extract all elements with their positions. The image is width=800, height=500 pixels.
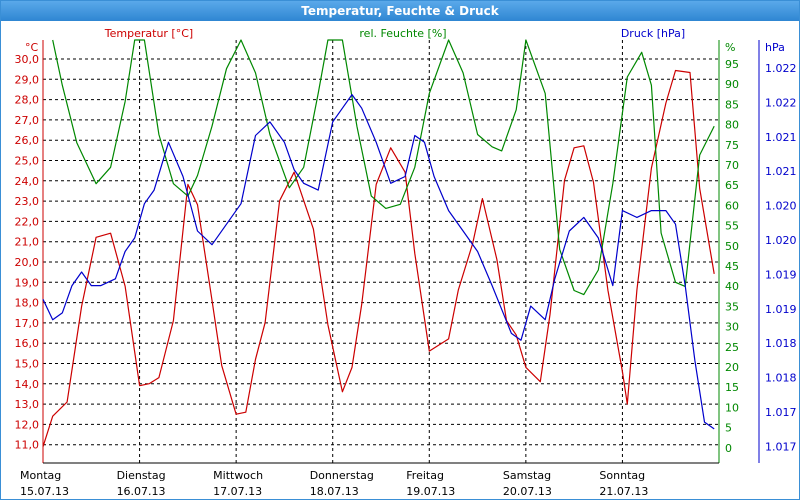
temperature-tick-label: 26,0 bbox=[15, 134, 40, 147]
x-tick-weekday: Donnerstag bbox=[310, 469, 374, 482]
humidity-tick-label: 65 bbox=[725, 179, 739, 192]
temperature-tick-label: 30,0 bbox=[15, 53, 40, 66]
x-axis-day-labels: Montag 15.07.13 Dienstag 16.07.13 Mittwoch 17… bbox=[20, 469, 648, 498]
pressure-tick-label: 1.019 bbox=[765, 268, 797, 281]
humidity-tick-label: 60 bbox=[725, 199, 739, 212]
x-tick-weekday: Sonntag bbox=[599, 469, 645, 482]
humidity-tick-label: 90 bbox=[725, 78, 739, 91]
humidity-axis-title: rel. Feuchte [%] bbox=[359, 27, 446, 40]
humidity-tick-label: 35 bbox=[725, 300, 739, 313]
x-tick-weekday: Freitag bbox=[406, 469, 444, 482]
pressure-series-line bbox=[42, 93, 715, 430]
x-tick-date: 20.07.13 bbox=[503, 485, 552, 498]
pressure-tick-label: 1.019 bbox=[765, 303, 797, 316]
temperature-series-line bbox=[42, 69, 715, 447]
temperature-tick-label: 29,0 bbox=[15, 73, 40, 86]
pressure-tick-label: 1.018 bbox=[765, 372, 797, 385]
humidity-tick-label: 75 bbox=[725, 139, 739, 152]
x-tick-weekday: Samstag bbox=[503, 469, 551, 482]
humidity-tick-label: 5 bbox=[725, 422, 732, 435]
humidity-tick-label: 20 bbox=[725, 361, 739, 374]
pressure-axis-title: Druck [hPa] bbox=[621, 27, 685, 40]
humidity-tick-label: 55 bbox=[725, 220, 739, 233]
pressure-tick-label: 1.018 bbox=[765, 337, 797, 350]
x-tick-date: 17.07.13 bbox=[213, 485, 262, 498]
x-tick-weekday: Mittwoch bbox=[213, 469, 263, 482]
pressure-tick-label: 1.017 bbox=[765, 440, 797, 453]
temperature-axis-ticks: 30,0 29,0 28,0 27,0 26,0 25,0 24,0 23,0 22,0 21,0… bbox=[15, 53, 40, 452]
humidity-tick-label: 80 bbox=[725, 119, 739, 132]
humidity-tick-label: 45 bbox=[725, 260, 739, 273]
x-tick-date: 21.07.13 bbox=[599, 485, 648, 498]
x-tick-date: 18.07.13 bbox=[310, 485, 359, 498]
x-tick-weekday: Montag bbox=[20, 469, 61, 482]
axis-lines bbox=[42, 40, 760, 464]
humidity-tick-label: 70 bbox=[725, 159, 739, 172]
temperature-tick-label: 19,0 bbox=[15, 276, 40, 289]
pressure-unit-label: hPa bbox=[765, 41, 785, 54]
humidity-tick-label: 95 bbox=[725, 58, 739, 71]
pressure-tick-label: 1.022 bbox=[765, 62, 797, 75]
humidity-tick-label: 10 bbox=[725, 401, 739, 414]
temperature-tick-label: 20,0 bbox=[15, 256, 40, 269]
temperature-tick-label: 14,0 bbox=[15, 378, 40, 391]
temperature-tick-label: 17,0 bbox=[15, 317, 40, 330]
temperature-tick-label: 25,0 bbox=[15, 155, 40, 168]
x-tick-weekday: Dienstag bbox=[117, 469, 166, 482]
humidity-unit-label: % bbox=[725, 41, 735, 54]
x-tick-date: 19.07.13 bbox=[406, 485, 455, 498]
pressure-tick-label: 1.017 bbox=[765, 406, 797, 419]
humidity-tick-label: 0 bbox=[725, 442, 732, 455]
temperature-tick-label: 18,0 bbox=[15, 297, 40, 310]
pressure-tick-label: 1.022 bbox=[765, 96, 797, 109]
x-tick-date: 16.07.13 bbox=[117, 485, 166, 498]
temperature-tick-label: 28,0 bbox=[15, 94, 40, 107]
humidity-tick-label: 85 bbox=[725, 98, 739, 111]
humidity-tick-label: 25 bbox=[725, 341, 739, 354]
temperature-tick-label: 21,0 bbox=[15, 236, 40, 249]
temperature-unit-label: °C bbox=[25, 41, 39, 54]
temperature-tick-label: 23,0 bbox=[15, 195, 40, 208]
humidity-tick-label: 15 bbox=[725, 381, 739, 394]
humidity-tick-label: 30 bbox=[725, 321, 739, 334]
pressure-axis-ticks: 1.022 1.022 1.021 1.021 1.020 1.020 1.019 1.019… bbox=[765, 62, 797, 453]
humidity-tick-label: 50 bbox=[725, 240, 739, 253]
pressure-tick-label: 1.021 bbox=[765, 131, 797, 144]
axis-headers: °C% hPa Temperatur [°C] rel. Feuchte [%] Dru… bbox=[25, 27, 785, 54]
humidity-series-line bbox=[52, 39, 715, 296]
temperature-tick-label: 24,0 bbox=[15, 175, 40, 188]
temperature-tick-label: 12,0 bbox=[15, 418, 40, 431]
data-series bbox=[42, 39, 715, 447]
temperature-tick-label: 15,0 bbox=[15, 358, 40, 371]
temperature-tick-label: 27,0 bbox=[15, 114, 40, 127]
pressure-tick-label: 1.020 bbox=[765, 234, 797, 247]
temperature-tick-label: 22,0 bbox=[15, 215, 40, 228]
temperature-tick-label: 13,0 bbox=[15, 398, 40, 411]
pressure-tick-label: 1.020 bbox=[765, 200, 797, 213]
x-tick-date: 15.07.13 bbox=[20, 485, 69, 498]
temperature-tick-label: 11,0 bbox=[15, 439, 40, 452]
humidity-tick-label: 40 bbox=[725, 280, 739, 293]
temperature-tick-label: 16,0 bbox=[15, 337, 40, 350]
grid-lines bbox=[43, 40, 719, 463]
chart-title: Temperatur, Feuchte & Druck bbox=[1, 1, 799, 21]
temperature-axis-title: Temperatur [°C] bbox=[104, 27, 193, 40]
pressure-tick-label: 1.021 bbox=[765, 165, 797, 178]
